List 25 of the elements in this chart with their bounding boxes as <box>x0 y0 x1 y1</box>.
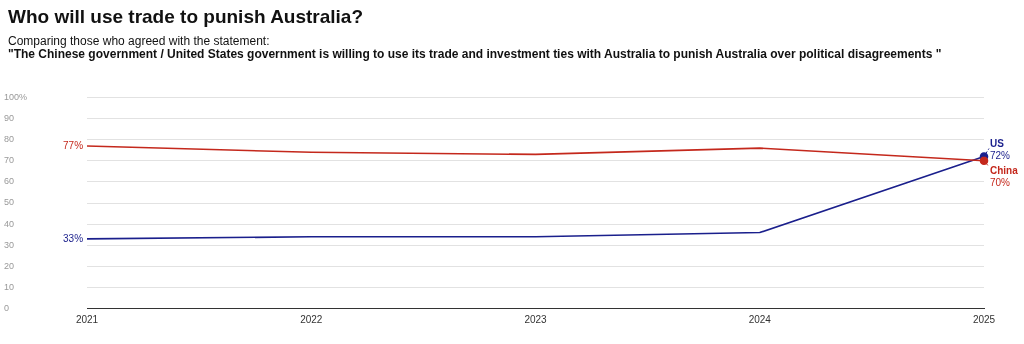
x-tick-label: 2022 <box>300 314 323 326</box>
data-label: 72% <box>990 150 1011 162</box>
series-label: US <box>990 138 1005 150</box>
y-tick-label: 20 <box>4 260 15 271</box>
y-tick-label: 100% <box>4 91 28 102</box>
x-tick-label: 2023 <box>524 314 548 326</box>
series-label: China <box>990 164 1019 176</box>
x-tick-label: 2025 <box>972 314 996 326</box>
y-tick-label: 70 <box>4 155 15 166</box>
y-tick-label: 30 <box>4 239 15 250</box>
y-tick-label: 10 <box>4 281 15 292</box>
y-tick-label: 0 <box>4 303 10 314</box>
data-label: 70% <box>990 176 1011 188</box>
y-tick-label: 90 <box>4 113 15 123</box>
chart-subtitle: Comparing those who agreed with the statement: <box>8 34 270 48</box>
x-tick-label: 2021 <box>75 314 99 326</box>
y-tick-label: 60 <box>4 176 15 187</box>
x-tick-label: 2024 <box>748 314 772 326</box>
text: "The Chinese government / United States government is willing to use its trade and investment ties with Australia to punish Australia over political disagreements " <box>8 47 942 61</box>
y-tick-label: 40 <box>4 218 15 229</box>
y-tick-label: 50 <box>4 197 15 208</box>
y-tick-label: 80 <box>4 134 15 145</box>
data-label: 33% <box>63 232 84 244</box>
chart-title: Who will use trade to punish Australia? <box>8 6 364 28</box>
data-label: 77% <box>63 139 84 151</box>
